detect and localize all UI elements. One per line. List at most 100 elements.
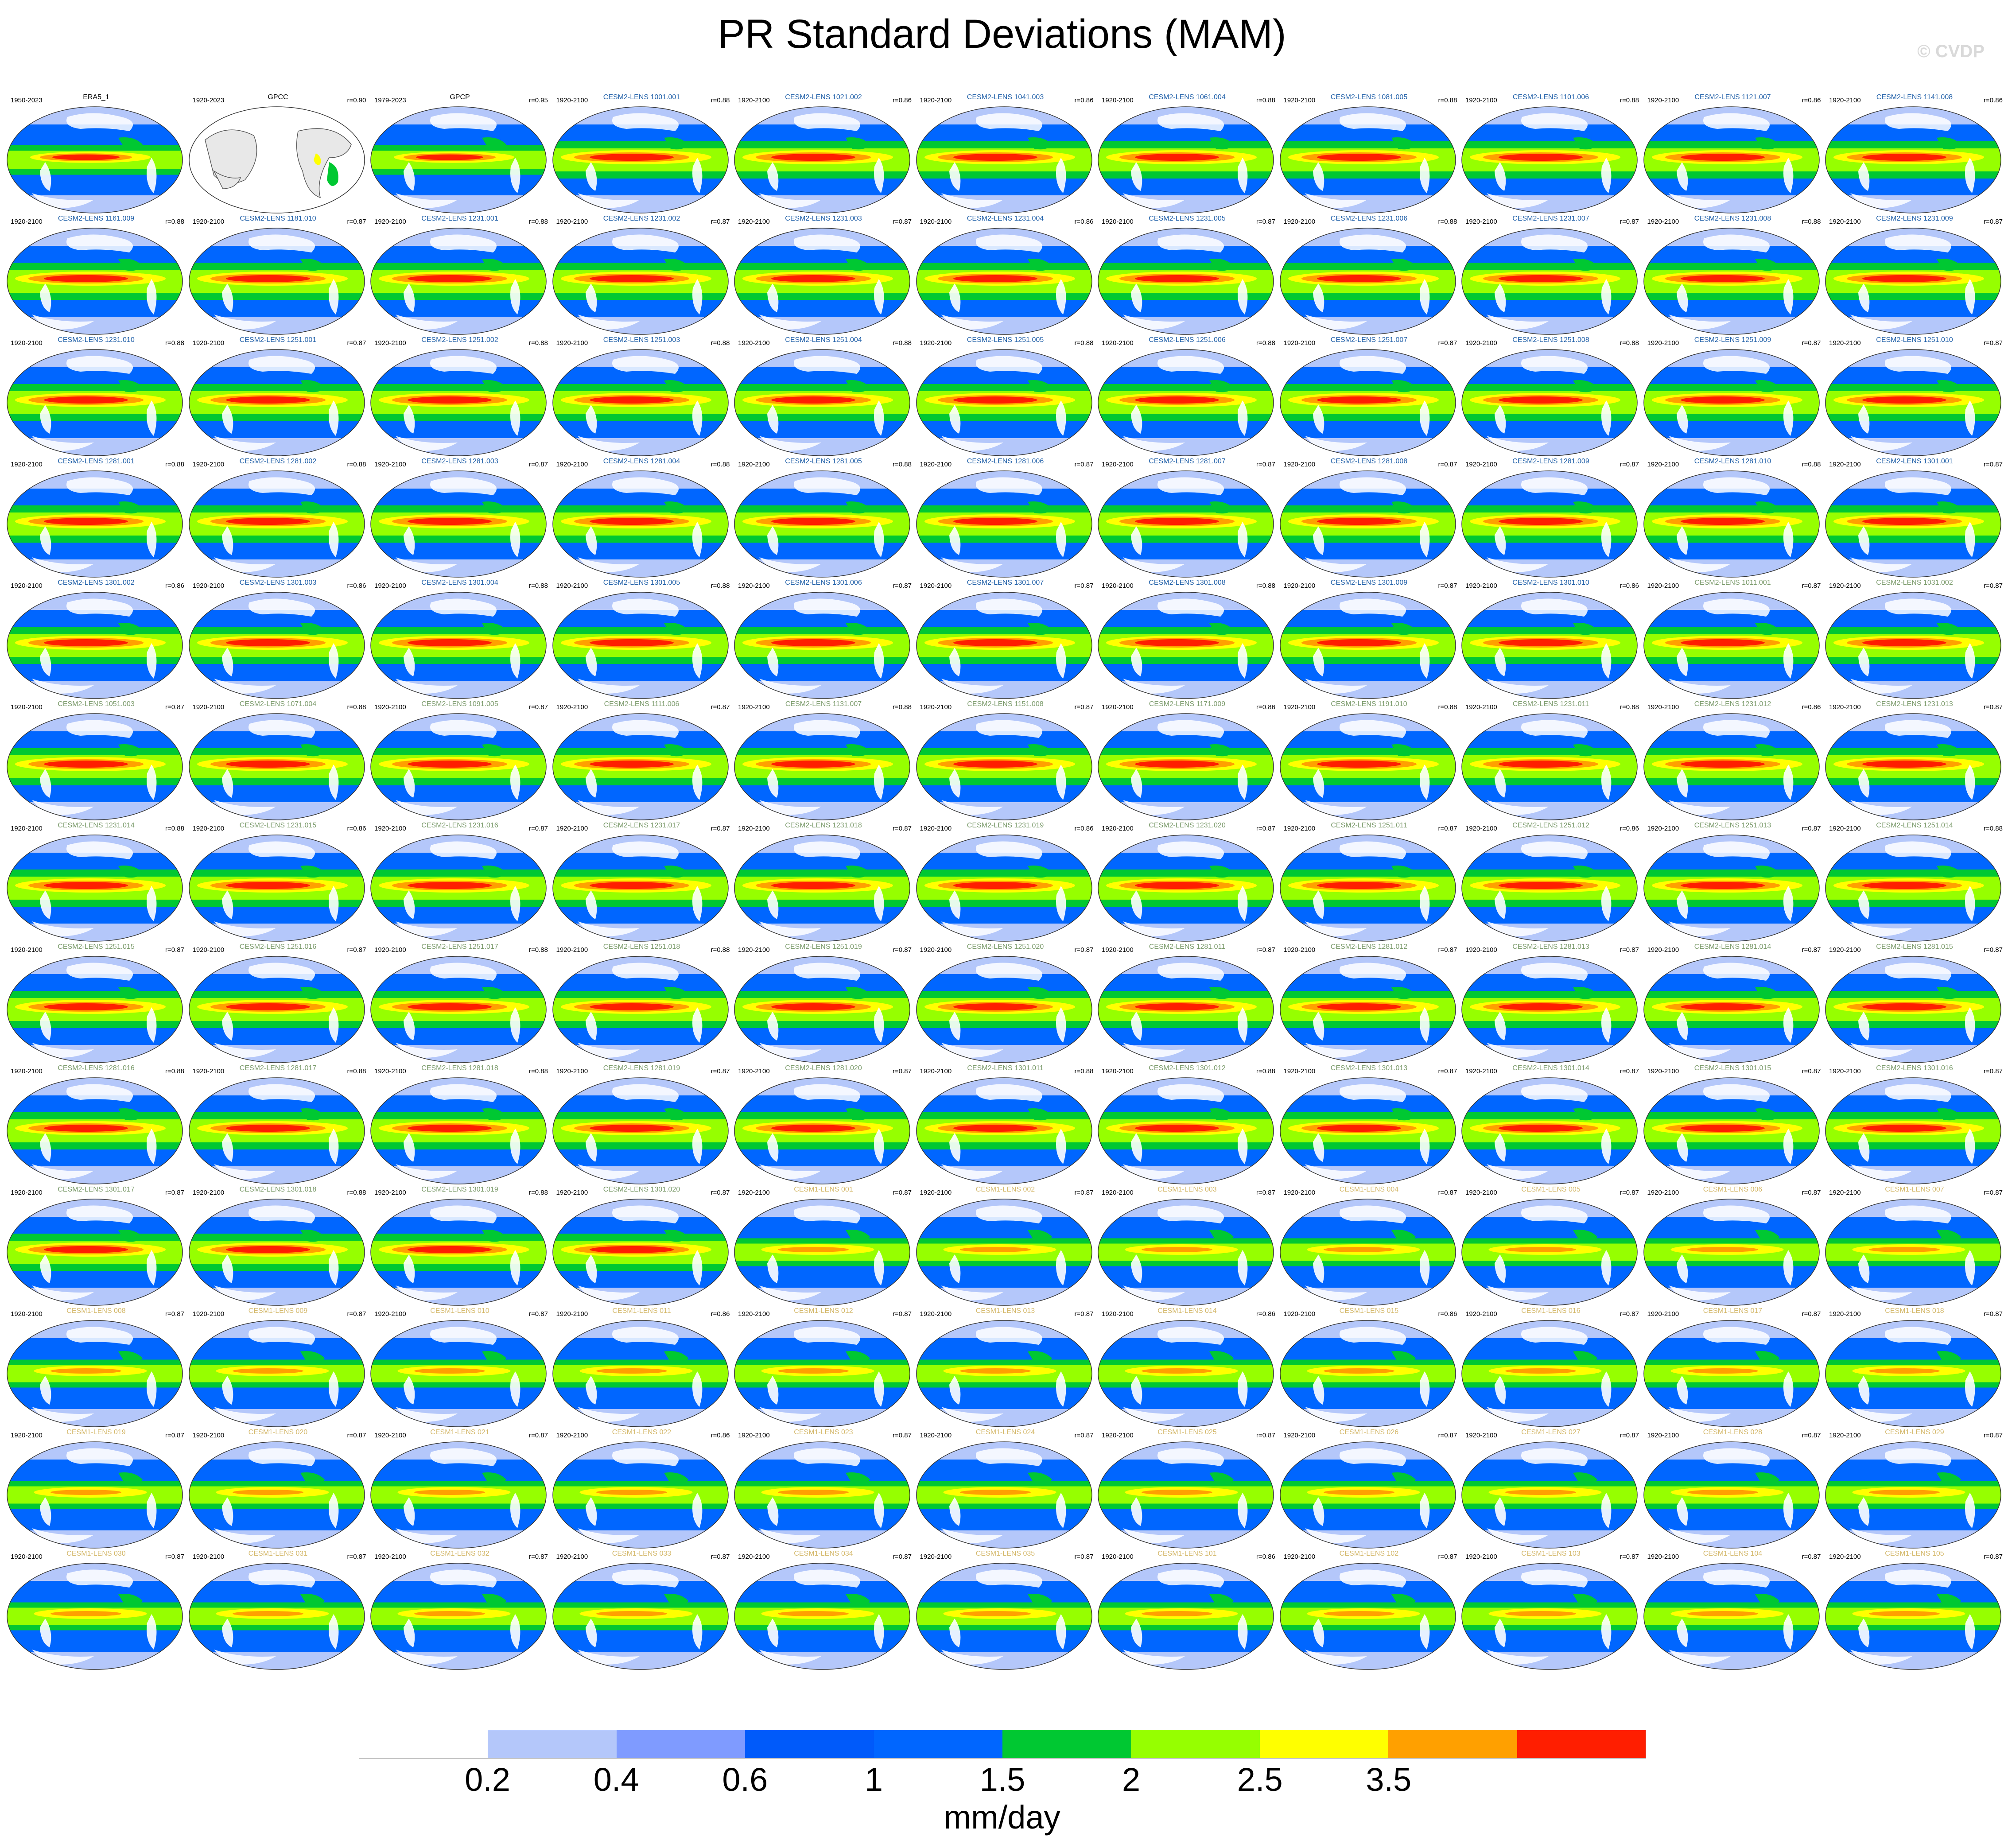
panel-pattern-correlation: r=0.87 <box>529 461 548 468</box>
panel-dataset-name: CESM2-LENS 1301.001 <box>1876 458 1953 465</box>
panel-period: 1920-2100 <box>738 582 770 590</box>
map-panel: 1920-2100 CESM1-LENS 104 r=0.87 <box>1642 1550 1824 1670</box>
panel-period: 1920-2100 <box>1102 461 1134 468</box>
panel-pattern-correlation: r=0.87 <box>529 825 548 832</box>
panel-pattern-correlation: r=0.87 <box>1620 946 1639 954</box>
panel-pattern-correlation: r=0.87 <box>1074 1432 1094 1439</box>
panel-period: 1920-2100 <box>738 461 770 468</box>
map-panel: 1920-2100 CESM2-LENS 1231.009 r=0.87 <box>1824 215 2004 335</box>
panel-pattern-correlation: r=0.87 <box>1074 1553 1094 1561</box>
panel-dataset-name: CESM2-LENS 1251.008 <box>1512 336 1589 344</box>
panel-period: 1920-2100 <box>374 825 406 832</box>
map-panel: 1920-2100 CESM2-LENS 1031.002 r=0.87 <box>1824 579 2004 699</box>
map-panel: 1950-2023 ERA5_1 <box>5 93 187 214</box>
map-panel: 1920-2100 CESM2-LENS 1251.007 r=0.87 <box>1278 336 1460 457</box>
map-panel: 1920-2100 CESM2-LENS 1131.007 r=0.88 <box>733 700 914 821</box>
panel-period: 1920-2100 <box>1829 582 1861 590</box>
panel-period: 1920-2100 <box>556 218 588 225</box>
panel-dataset-name: CESM1-LENS 101 <box>1157 1550 1217 1557</box>
panel-period: 1920-2100 <box>738 825 770 832</box>
panel-dataset-name: CESM1-LENS 023 <box>794 1429 853 1436</box>
panel-period: 1920-2100 <box>1465 1068 1497 1075</box>
colorbar-segment <box>1131 1730 1260 1758</box>
panel-pattern-correlation: r=0.88 <box>1620 703 1639 711</box>
panel-dataset-name: CESM1-LENS 007 <box>1885 1186 1944 1193</box>
map-panel: 1920-2100 CESM1-LENS 015 r=0.86 <box>1278 1307 1460 1428</box>
panel-dataset-name: CESM2-LENS 1231.008 <box>1694 215 1771 222</box>
panel-dataset-name: CESM2-LENS 1251.007 <box>1330 336 1408 344</box>
panel-dataset-name: GPCC <box>268 93 288 101</box>
panel-pattern-correlation: r=0.87 <box>1620 1068 1639 1075</box>
panel-dataset-name: CESM1-LENS 028 <box>1703 1429 1763 1436</box>
panel-pattern-correlation: r=0.87 <box>1984 946 2003 954</box>
panel-pattern-correlation: r=0.87 <box>1620 218 1639 225</box>
panel-dataset-name: CESM1-LENS 102 <box>1339 1550 1399 1557</box>
panel-pattern-correlation: r=0.87 <box>711 1189 730 1196</box>
panel-pattern-correlation: r=0.87 <box>1438 825 1457 832</box>
map-panel: 1920-2100 CESM2-LENS 1301.009 r=0.87 <box>1278 579 1460 699</box>
panel-pattern-correlation: r=0.87 <box>165 1310 184 1318</box>
map-panel: 1920-2100 CESM1-LENS 102 r=0.87 <box>1278 1550 1460 1670</box>
cvdp-watermark: © CVDP <box>1917 42 1985 61</box>
map-panel: 1920-2100 CESM2-LENS 1281.012 r=0.87 <box>1278 943 1460 1064</box>
map-panel: 1920-2100 CESM2-LENS 1071.004 r=0.88 <box>187 700 369 821</box>
panel-period: 1920-2100 <box>556 1189 588 1196</box>
panel-pattern-correlation: r=0.87 <box>347 1432 366 1439</box>
panel-pattern-correlation: r=0.88 <box>893 339 912 347</box>
panel-period: 1920-2100 <box>1283 97 1316 104</box>
panel-pattern-correlation: r=0.86 <box>893 97 912 104</box>
panel-pattern-correlation: r=0.88 <box>1802 461 1821 468</box>
panel-period: 1920-2100 <box>374 218 406 225</box>
panel-pattern-correlation: r=0.87 <box>1074 703 1094 711</box>
panel-dataset-name: CESM2-LENS 1281.015 <box>1876 943 1953 951</box>
panel-pattern-correlation: r=0.87 <box>893 1189 912 1196</box>
panel-pattern-correlation: r=0.87 <box>1074 946 1094 954</box>
panel-pattern-correlation: r=0.86 <box>1438 1310 1457 1318</box>
panel-dataset-name: CESM2-LENS 1231.010 <box>58 336 135 344</box>
panel-dataset-name: CESM2-LENS 1281.013 <box>1512 943 1589 951</box>
panel-pattern-correlation: r=0.87 <box>1438 1553 1457 1561</box>
map-panel: 1920-2100 CESM2-LENS 1281.018 r=0.88 <box>369 1064 551 1185</box>
panel-period: 1920-2100 <box>374 1432 406 1439</box>
panel-period: 1920-2100 <box>192 461 225 468</box>
panel-dataset-name: CESM2-LENS 1301.018 <box>239 1186 317 1193</box>
panel-pattern-correlation: r=0.88 <box>347 703 366 711</box>
map-panel: 1920-2100 CESM2-LENS 1301.020 r=0.87 <box>551 1186 733 1306</box>
panel-pattern-correlation: r=0.87 <box>711 218 730 225</box>
panel-dataset-name: CESM2-LENS 1101.006 <box>1512 93 1589 101</box>
panel-period: 1920-2100 <box>374 1068 406 1075</box>
panel-period: 1920-2100 <box>11 1310 43 1318</box>
panel-dataset-name: CESM2-LENS 1251.018 <box>603 943 680 951</box>
panel-dataset-name: CESM2-LENS 1251.010 <box>1876 336 1953 344</box>
panel-period: 1920-2100 <box>1283 218 1316 225</box>
panel-pattern-correlation: r=0.87 <box>1620 1553 1639 1561</box>
panel-period: 1920-2100 <box>1647 1068 1679 1075</box>
map-panel: 1920-2100 CESM2-LENS 1091.005 r=0.87 <box>369 700 551 821</box>
panel-dataset-name: CESM2-LENS 1231.019 <box>967 822 1044 829</box>
panel-period: 1920-2100 <box>11 825 43 832</box>
panel-dataset-name: CESM1-LENS 016 <box>1521 1307 1581 1315</box>
colorbar-tick-label: 1.5 <box>979 1761 1025 1798</box>
panel-dataset-name: CESM1-LENS 103 <box>1521 1550 1581 1557</box>
map-panel: 1920-2100 CESM1-LENS 035 r=0.87 <box>915 1550 1096 1670</box>
panel-period: 1920-2100 <box>11 582 43 590</box>
colorbar-tick-label: 1 <box>864 1761 883 1798</box>
map-panel: 1920-2100 CESM1-LENS 103 r=0.87 <box>1460 1550 1642 1670</box>
map-panel: 1920-2100 CESM2-LENS 1081.005 r=0.88 <box>1278 93 1460 214</box>
map-panel: 1920-2100 CESM2-LENS 1231.019 r=0.86 <box>915 822 1096 942</box>
panel-pattern-correlation: r=0.87 <box>893 946 912 954</box>
panel-pattern-correlation: r=0.87 <box>1802 946 1821 954</box>
map-panel: 1920-2100 CESM1-LENS 017 r=0.87 <box>1642 1307 1824 1428</box>
map-panel: 1920-2100 CESM2-LENS 1251.020 r=0.87 <box>915 943 1096 1064</box>
panel-dataset-name: CESM2-LENS 1281.018 <box>421 1064 498 1072</box>
map-panel: 1920-2100 CESM2-LENS 1231.012 r=0.86 <box>1642 700 1824 821</box>
panel-pattern-correlation: r=0.87 <box>165 1189 184 1196</box>
map-panel: 1920-2100 CESM1-LENS 013 r=0.87 <box>915 1307 1096 1428</box>
panel-dataset-name: CESM2-LENS 1231.018 <box>785 822 862 829</box>
map-panel: 1920-2023 GPCC r=0.90 <box>187 93 369 214</box>
panel-dataset-name: CESM2-LENS 1161.009 <box>58 215 135 222</box>
panel-pattern-correlation: r=0.88 <box>893 703 912 711</box>
map-panel: 1920-2100 CESM2-LENS 1251.015 r=0.87 <box>5 943 187 1064</box>
panel-period: 1920-2100 <box>556 97 588 104</box>
panel-period: 1920-2100 <box>1829 1553 1861 1561</box>
